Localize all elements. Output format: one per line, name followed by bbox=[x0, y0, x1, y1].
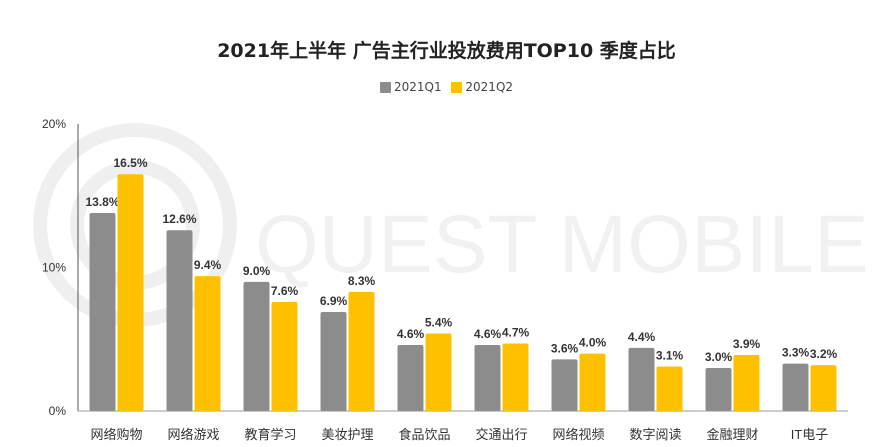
legend-item-q1: 2021Q1 bbox=[379, 80, 442, 94]
legend-label-q2: 2021Q2 bbox=[465, 80, 514, 94]
bar-2021q2 bbox=[271, 301, 298, 411]
bar-2021q2 bbox=[502, 343, 529, 411]
data-label: 5.4% bbox=[425, 316, 453, 330]
bar-2021q2 bbox=[656, 366, 683, 411]
legend-swatch-q2 bbox=[451, 81, 463, 93]
data-label: 8.3% bbox=[348, 274, 376, 288]
data-label: 3.3% bbox=[782, 346, 810, 360]
bar-2021q1 bbox=[89, 212, 116, 411]
y-tick-label: 0% bbox=[49, 404, 67, 418]
bar-2021q2 bbox=[733, 355, 760, 411]
legend-swatch-q1 bbox=[379, 81, 391, 93]
data-label: 13.8% bbox=[85, 195, 119, 209]
y-tick-label: 10% bbox=[42, 261, 66, 275]
data-label: 9.4% bbox=[194, 258, 222, 272]
bar-2021q2 bbox=[194, 276, 221, 411]
x-tick-label: IT电子 bbox=[791, 427, 829, 442]
data-label: 3.9% bbox=[733, 337, 761, 351]
data-label: 4.6% bbox=[397, 327, 425, 341]
bar-2021q2 bbox=[810, 365, 837, 411]
data-label: 4.0% bbox=[579, 336, 607, 350]
x-tick-label: 网络购物 bbox=[90, 427, 142, 442]
x-tick-label: 食品饮品 bbox=[398, 427, 450, 442]
data-label: 4.6% bbox=[474, 327, 502, 341]
x-tick-label: 教育学习 bbox=[244, 427, 296, 442]
data-label: 16.5% bbox=[113, 156, 147, 170]
data-label: 6.9% bbox=[320, 294, 348, 308]
watermark-text: QUEST MOBILE bbox=[255, 199, 869, 290]
data-label: 3.2% bbox=[810, 347, 838, 361]
x-tick-label: 数字阅读 bbox=[629, 427, 681, 442]
chart-title: 2021年上半年 广告主行业投放费用TOP10 季度占比 bbox=[217, 40, 676, 62]
data-label: 3.1% bbox=[656, 349, 684, 363]
legend: 2021Q1 2021Q2 bbox=[0, 80, 893, 96]
bar-2021q2 bbox=[425, 333, 452, 411]
x-tick-label: 美妆护理 bbox=[321, 427, 373, 442]
bar-2021q1 bbox=[705, 367, 732, 411]
bar-2021q2 bbox=[579, 353, 606, 411]
bar-2021q2 bbox=[117, 174, 144, 411]
bar-2021q1 bbox=[320, 311, 347, 411]
bar-2021q1 bbox=[628, 347, 655, 411]
x-tick-label: 网络视频 bbox=[552, 427, 604, 442]
data-label: 4.4% bbox=[628, 330, 656, 344]
data-label: 9.0% bbox=[243, 264, 271, 278]
bar-2021q1 bbox=[166, 230, 193, 411]
bar-2021q2 bbox=[348, 291, 375, 411]
legend-label-q1: 2021Q1 bbox=[393, 80, 442, 94]
y-tick-label: 20% bbox=[42, 117, 66, 131]
x-tick-label: 网络游戏 bbox=[167, 427, 219, 442]
bar-2021q1 bbox=[397, 344, 424, 411]
data-label: 3.6% bbox=[551, 341, 579, 355]
data-label: 7.6% bbox=[271, 284, 299, 298]
bar-2021q1 bbox=[551, 359, 578, 411]
data-label: 12.6% bbox=[162, 212, 196, 226]
bar-2021q1 bbox=[474, 344, 501, 411]
data-label: 4.7% bbox=[502, 326, 530, 340]
x-tick-label: 交通出行 bbox=[475, 427, 527, 442]
x-tick-label: 金融理财 bbox=[706, 427, 758, 442]
bar-2021q1 bbox=[243, 281, 270, 411]
legend-item-q2: 2021Q2 bbox=[451, 80, 513, 94]
bar-2021q1 bbox=[782, 363, 809, 411]
data-label: 3.0% bbox=[705, 350, 733, 364]
